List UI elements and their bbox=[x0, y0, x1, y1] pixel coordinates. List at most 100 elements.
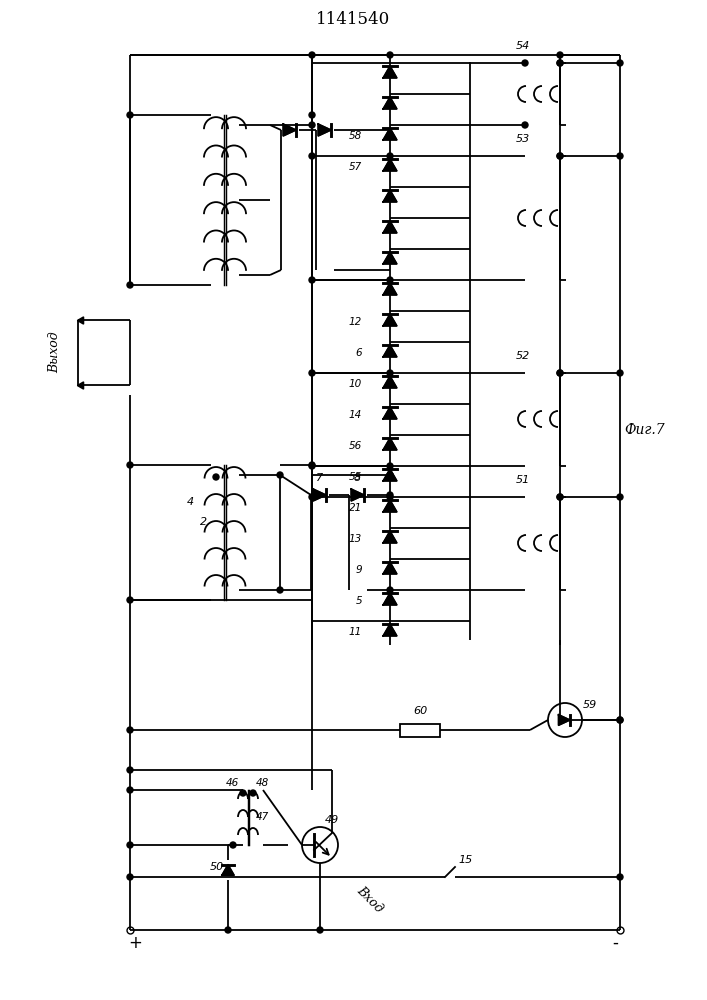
Polygon shape bbox=[383, 221, 397, 233]
Circle shape bbox=[277, 587, 283, 593]
Polygon shape bbox=[383, 159, 397, 171]
Text: 56: 56 bbox=[349, 441, 362, 451]
Circle shape bbox=[127, 767, 133, 773]
Circle shape bbox=[127, 112, 133, 118]
Text: 14: 14 bbox=[349, 410, 362, 420]
Circle shape bbox=[387, 494, 393, 500]
Circle shape bbox=[617, 717, 623, 723]
Circle shape bbox=[617, 717, 623, 723]
Circle shape bbox=[127, 842, 133, 848]
Text: 10: 10 bbox=[349, 379, 362, 389]
Circle shape bbox=[557, 60, 563, 66]
Circle shape bbox=[230, 842, 236, 848]
Text: -: - bbox=[612, 934, 618, 952]
Circle shape bbox=[127, 874, 133, 880]
Polygon shape bbox=[383, 562, 397, 574]
Bar bbox=[400, 724, 440, 736]
Polygon shape bbox=[313, 489, 326, 501]
Circle shape bbox=[309, 52, 315, 58]
Polygon shape bbox=[383, 376, 397, 388]
Polygon shape bbox=[383, 624, 397, 636]
Text: 50: 50 bbox=[210, 862, 224, 872]
Circle shape bbox=[557, 494, 563, 500]
Text: 48: 48 bbox=[256, 778, 269, 788]
Text: 1141540: 1141540 bbox=[316, 11, 390, 28]
Circle shape bbox=[522, 60, 528, 66]
Text: 7: 7 bbox=[316, 473, 323, 483]
Text: 58: 58 bbox=[349, 131, 362, 141]
Polygon shape bbox=[383, 531, 397, 543]
Text: 46: 46 bbox=[226, 778, 239, 788]
Text: 47: 47 bbox=[256, 812, 269, 822]
Circle shape bbox=[522, 122, 528, 128]
Circle shape bbox=[309, 462, 315, 468]
Circle shape bbox=[617, 60, 623, 66]
Circle shape bbox=[617, 370, 623, 376]
Text: 5: 5 bbox=[356, 596, 362, 606]
Circle shape bbox=[387, 52, 393, 58]
Circle shape bbox=[127, 787, 133, 793]
Polygon shape bbox=[383, 469, 397, 481]
Circle shape bbox=[127, 282, 133, 288]
Circle shape bbox=[309, 463, 315, 469]
Text: 11: 11 bbox=[349, 627, 362, 637]
Text: 15: 15 bbox=[458, 855, 472, 865]
Polygon shape bbox=[383, 438, 397, 450]
Text: 6: 6 bbox=[356, 348, 362, 358]
Text: 54: 54 bbox=[516, 41, 530, 51]
Circle shape bbox=[387, 472, 393, 478]
Text: 8: 8 bbox=[354, 473, 361, 483]
Circle shape bbox=[557, 60, 563, 66]
Polygon shape bbox=[383, 314, 397, 326]
Polygon shape bbox=[318, 124, 331, 136]
Polygon shape bbox=[383, 66, 397, 78]
Circle shape bbox=[309, 370, 315, 376]
Polygon shape bbox=[383, 128, 397, 140]
Text: Выход: Выход bbox=[49, 331, 62, 373]
Circle shape bbox=[387, 153, 393, 159]
Circle shape bbox=[557, 153, 563, 159]
Polygon shape bbox=[383, 190, 397, 202]
Text: 51: 51 bbox=[516, 475, 530, 485]
Circle shape bbox=[240, 790, 246, 796]
Circle shape bbox=[387, 463, 393, 469]
Polygon shape bbox=[383, 97, 397, 109]
Polygon shape bbox=[383, 252, 397, 264]
Text: Вход: Вход bbox=[354, 884, 386, 916]
Circle shape bbox=[213, 474, 219, 480]
Circle shape bbox=[127, 597, 133, 603]
Polygon shape bbox=[383, 500, 397, 512]
Circle shape bbox=[309, 112, 315, 118]
Text: Фиг.7: Фиг.7 bbox=[625, 423, 665, 437]
Circle shape bbox=[557, 370, 563, 376]
Text: 4: 4 bbox=[187, 497, 194, 507]
Text: 57: 57 bbox=[349, 162, 362, 172]
Circle shape bbox=[309, 494, 315, 500]
Text: 12: 12 bbox=[349, 317, 362, 327]
Circle shape bbox=[557, 153, 563, 159]
Circle shape bbox=[225, 927, 231, 933]
Circle shape bbox=[309, 122, 315, 128]
Circle shape bbox=[387, 492, 393, 498]
Text: 60: 60 bbox=[413, 706, 427, 716]
Polygon shape bbox=[351, 489, 364, 501]
Polygon shape bbox=[222, 865, 234, 875]
Polygon shape bbox=[559, 715, 570, 725]
Circle shape bbox=[617, 874, 623, 880]
Text: +: + bbox=[128, 934, 142, 952]
Circle shape bbox=[250, 790, 256, 796]
Circle shape bbox=[127, 727, 133, 733]
Circle shape bbox=[617, 153, 623, 159]
Text: 59: 59 bbox=[583, 700, 597, 710]
Circle shape bbox=[557, 370, 563, 376]
Text: 52: 52 bbox=[516, 351, 530, 361]
Polygon shape bbox=[284, 124, 296, 136]
Text: 21: 21 bbox=[349, 503, 362, 513]
Circle shape bbox=[277, 472, 283, 478]
Polygon shape bbox=[383, 593, 397, 605]
Circle shape bbox=[127, 462, 133, 468]
Circle shape bbox=[387, 370, 393, 376]
Text: 55: 55 bbox=[349, 472, 362, 482]
Text: 13: 13 bbox=[349, 534, 362, 544]
Text: 9: 9 bbox=[356, 565, 362, 575]
